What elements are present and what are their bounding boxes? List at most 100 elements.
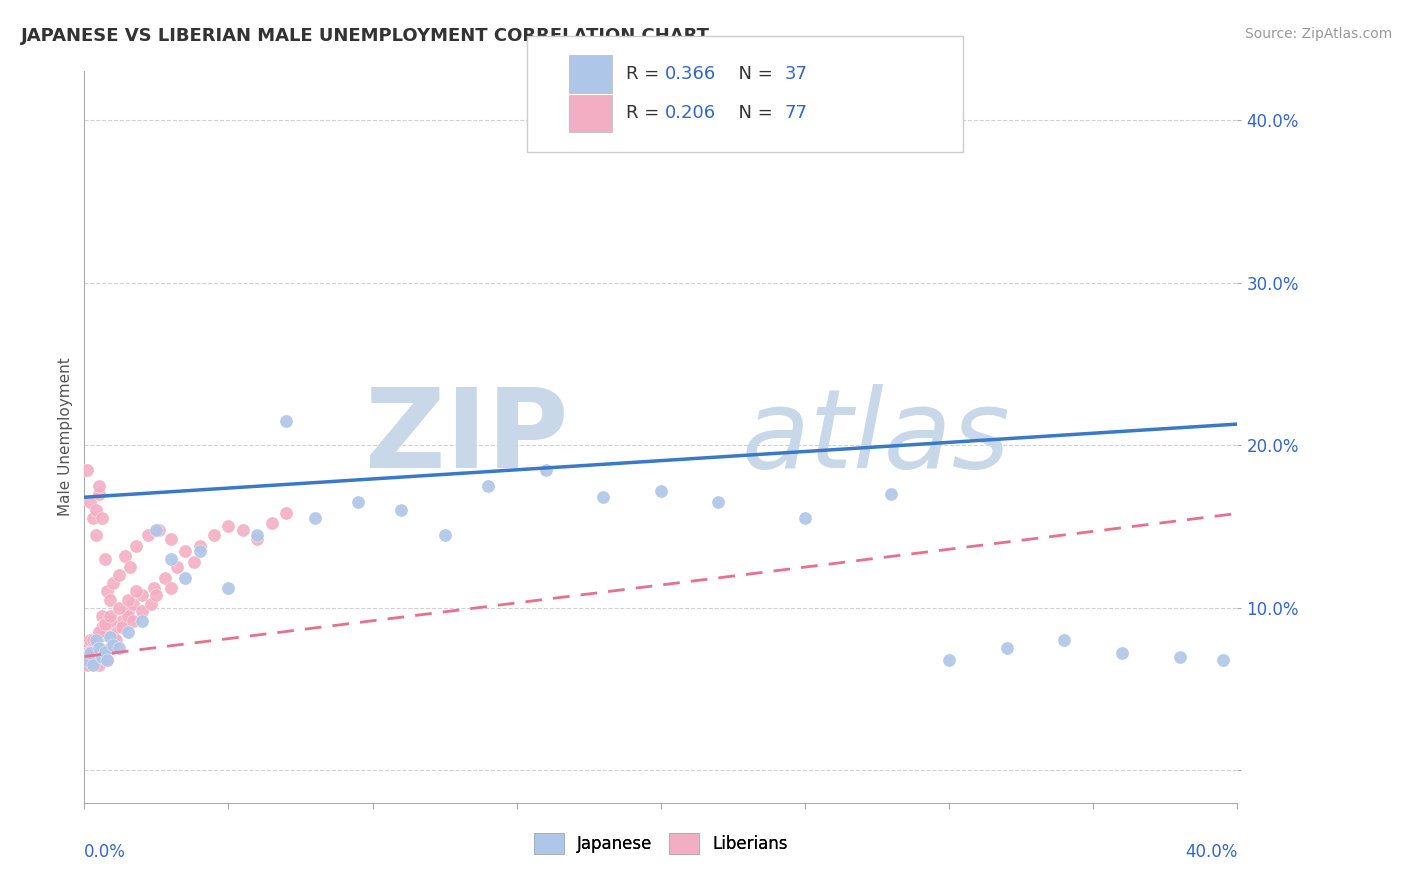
Point [202, 527, 225, 541]
Point [707, 495, 730, 509]
Point [433, 527, 456, 541]
Point [82, 511, 104, 525]
Point [98, 614, 121, 628]
Point [148, 523, 170, 537]
Point [160, 581, 183, 595]
Point [96, 617, 118, 632]
Point [93, 617, 115, 632]
Point [79, 646, 101, 660]
Point [274, 507, 298, 521]
Point [84, 636, 107, 650]
Point [260, 516, 283, 531]
Point [79, 653, 101, 667]
Point [82, 633, 104, 648]
Point [90, 649, 112, 664]
Point [76, 653, 98, 667]
Point [145, 523, 167, 537]
Point [82, 653, 104, 667]
Point [93, 625, 115, 640]
Point [96, 653, 118, 667]
Point [93, 552, 115, 566]
Point [87, 487, 110, 501]
Point [938, 653, 960, 667]
Point [1111, 646, 1133, 660]
Point [79, 633, 101, 648]
Point [90, 625, 112, 640]
Point [188, 539, 211, 553]
Point [105, 620, 128, 634]
Point [90, 511, 112, 525]
Text: R =: R = [626, 104, 665, 122]
Point [160, 552, 183, 566]
Point [96, 584, 118, 599]
Point [76, 653, 98, 667]
Point [136, 527, 159, 541]
Point [98, 608, 121, 623]
Point [98, 592, 121, 607]
Point [534, 462, 557, 476]
Text: 37: 37 [785, 65, 807, 83]
Point [145, 588, 167, 602]
Text: N =: N = [727, 65, 779, 83]
Y-axis label: Male Unemployment: Male Unemployment [58, 358, 73, 516]
Point [117, 604, 139, 618]
Point [174, 544, 197, 558]
Point [84, 527, 107, 541]
Point [347, 495, 370, 509]
Point [98, 630, 121, 644]
Point [87, 630, 110, 644]
Point [246, 533, 269, 547]
Point [477, 479, 499, 493]
Point [84, 633, 107, 648]
Point [217, 581, 239, 595]
Point [166, 560, 188, 574]
Point [87, 641, 110, 656]
Point [131, 614, 153, 628]
Point [131, 604, 153, 618]
Point [122, 598, 145, 612]
Point [79, 495, 101, 509]
Text: N =: N = [727, 104, 779, 122]
Point [246, 527, 269, 541]
Point [87, 625, 110, 640]
Point [103, 641, 124, 656]
Text: 0.366: 0.366 [665, 65, 716, 83]
Point [174, 572, 197, 586]
Point [90, 608, 112, 623]
Point [139, 598, 162, 612]
Point [122, 614, 145, 628]
Point [76, 657, 98, 672]
Point [142, 581, 165, 595]
Point [76, 641, 98, 656]
Point [84, 503, 107, 517]
Point [93, 645, 115, 659]
Text: ZIP: ZIP [366, 384, 568, 491]
Point [117, 592, 139, 607]
Text: Source: ZipAtlas.com: Source: ZipAtlas.com [1244, 27, 1392, 41]
Point [117, 625, 139, 640]
Point [117, 608, 139, 623]
Point [125, 539, 148, 553]
Point [103, 630, 124, 644]
Point [103, 638, 124, 652]
Point [188, 544, 211, 558]
Point [125, 584, 148, 599]
Point [87, 479, 110, 493]
Point [84, 636, 107, 650]
Point [650, 483, 672, 498]
Point [108, 641, 131, 656]
Text: 77: 77 [785, 104, 807, 122]
Point [183, 555, 205, 569]
Legend: Japanese, Liberians: Japanese, Liberians [527, 827, 794, 860]
Point [1168, 649, 1191, 664]
Text: 0.0%: 0.0% [84, 843, 127, 861]
Point [79, 649, 101, 664]
Point [82, 641, 104, 656]
Point [90, 620, 112, 634]
Point [153, 572, 176, 586]
Point [96, 653, 118, 667]
Point [108, 568, 131, 582]
Point [114, 549, 136, 563]
Point [1053, 633, 1076, 648]
Point [82, 657, 104, 672]
